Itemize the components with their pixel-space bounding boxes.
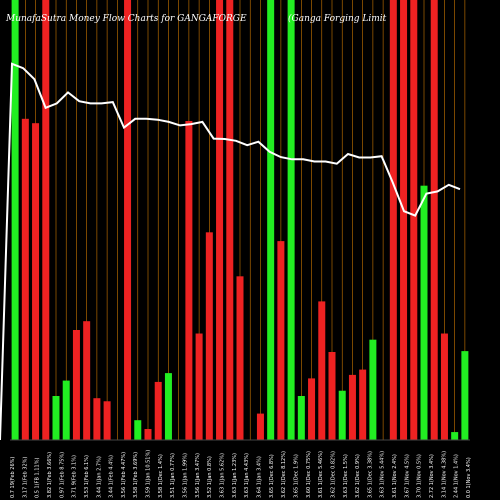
x-tick-labels: 0.7 19(Feb 26%) 3.17 1(Feb 32%) 0.5 1(FB 1… — [10, 450, 472, 498]
x-tick-label: 3.60 1(Dec 0.75%) — [306, 451, 312, 498]
bar — [205, 232, 213, 440]
price-line — [0, 62, 461, 441]
bar — [318, 301, 326, 440]
x-tick-label: 2.72 1(Nov 3.4%) — [429, 454, 435, 498]
x-tick-label: 3.51 1(Jan 0.77%) — [170, 453, 176, 498]
bar — [256, 413, 264, 440]
bar — [328, 352, 336, 440]
bar — [42, 0, 50, 440]
x-tick-label: 3.58 1(Feb 3.69%) — [133, 452, 139, 498]
bar — [451, 432, 459, 440]
bar — [216, 0, 224, 440]
bar — [32, 123, 40, 440]
x-tick-label: 3.62 1(Dec 0.9%) — [355, 454, 361, 498]
bar — [83, 321, 91, 440]
x-tick-label: 3.65 1(Dec 1.9%) — [293, 454, 299, 498]
bar — [348, 374, 356, 440]
bar — [72, 330, 80, 440]
bar — [103, 401, 111, 440]
bar — [226, 0, 234, 440]
bar — [195, 333, 203, 440]
chart-title: MunafaSutra Money Flow Charts for GANGAF… — [6, 14, 247, 24]
x-tick-label: 3.14 1(Nov 4.38%) — [441, 451, 447, 498]
x-tick-label: 3.64 1(Jan 3.4%) — [256, 456, 262, 498]
bar — [236, 276, 244, 440]
bar — [287, 0, 295, 440]
x-tick-label: 3.67 1(Nov 4.5%) — [404, 454, 410, 498]
x-tick-label: 3.71 9(Feb 3.1%) — [72, 455, 78, 498]
bar — [440, 333, 448, 440]
x-tick-label: 0.5 1(FB 1.11%) — [35, 458, 41, 498]
bar — [124, 0, 132, 440]
x-tick-label: 3.44 1(Feb 4.4%) — [109, 455, 115, 498]
x-tick-label: 3.62 1(Dec 8.12%) — [281, 451, 287, 498]
x-tick-label: 3.56 1(Jan 1.99%) — [183, 453, 189, 498]
bar — [297, 396, 305, 440]
x-tick-label: 3.63 1(Jan 1.23%) — [232, 453, 238, 498]
bar — [11, 0, 19, 440]
x-tick-label: 3.61 1(Dec 5.46%) — [318, 451, 324, 498]
x-tick-label: 3.65 1(Dec 3.38%) — [367, 451, 373, 498]
bar — [338, 390, 346, 440]
x-tick-label: 3.61 1(Nov 2.4%) — [392, 454, 398, 498]
bar — [359, 369, 367, 440]
x-tick-label: 3.63 1(Dec 1.5%) — [343, 454, 349, 498]
bar — [389, 0, 397, 440]
chart-subtitle: (Ganga Forging Limit — [288, 14, 387, 24]
x-tick-label: 3.59 1(Jan 10.51%) — [146, 450, 152, 498]
bar — [430, 0, 438, 440]
bar — [400, 0, 408, 440]
bar — [164, 373, 172, 440]
x-tick-label: 0.0 1(Nov 3.4%) — [466, 457, 472, 498]
x-tick-label: 3.62 1(Dec 0.82%) — [330, 451, 336, 498]
x-tick-label: 3.82 1(Feb 3.66%) — [47, 452, 53, 498]
x-tick-label: 3.70 1(Nov 0.5%) — [417, 454, 423, 498]
x-tick-label: 3.17 1(Feb 32%) — [22, 457, 28, 498]
x-tick-label: 3.63 1(Nov 5.44%) — [380, 451, 386, 498]
x-tick-label: 3.58 1(Dec 1.4%) — [158, 454, 164, 498]
bar — [410, 0, 418, 440]
bar — [267, 0, 275, 440]
bar — [52, 396, 60, 440]
x-tick-label: 3.56 1(Jan 3.47%) — [195, 453, 201, 498]
x-tick-label: 3.65 1(Dec 6.8%) — [269, 454, 275, 498]
bar — [154, 381, 162, 440]
x-tick-label: 0.7 19(Feb 26%) — [10, 457, 16, 498]
x-tick-label: 3.56 1(Feb 4.47%) — [121, 452, 127, 498]
bar — [420, 185, 428, 440]
bar — [185, 121, 193, 440]
x-tick-label: 0.97 1(Feb 8.75%) — [59, 452, 65, 498]
x-tick-label: 3.52 1(Jan 0.8%) — [207, 456, 213, 498]
x-tick-label: 3.53 1(Feb 6.1%) — [84, 455, 90, 498]
bar — [62, 380, 70, 440]
bar — [461, 351, 469, 440]
x-tick-label: 3.44 1(Jan 2.7%) — [96, 456, 102, 498]
bar — [144, 429, 152, 440]
bar — [308, 378, 316, 440]
x-tick-label: 2.44 1(Nov 1.4%) — [454, 454, 460, 498]
bar — [21, 118, 29, 441]
price-line-series — [0, 62, 461, 441]
x-tick-label: 3.63 1(Jan 4.43%) — [244, 453, 250, 498]
bar — [369, 339, 377, 440]
bar — [93, 398, 101, 440]
x-tick-label: 3.63 1(Jan 5.62%) — [220, 453, 226, 498]
bar-series — [11, 0, 469, 441]
bar — [277, 241, 285, 440]
bar — [134, 420, 142, 440]
